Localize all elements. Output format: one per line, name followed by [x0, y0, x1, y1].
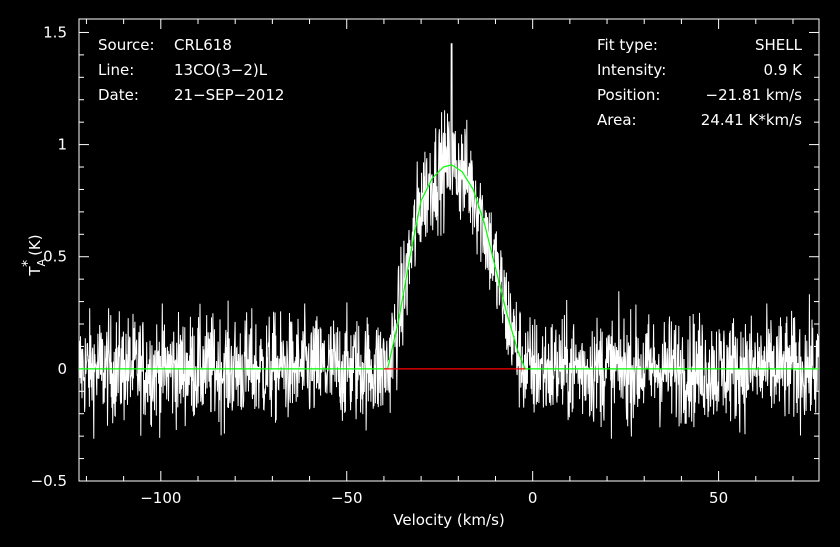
axes	[78, 18, 820, 482]
ticks: −100 −50 0 50 −0.5 0 0.5 1 1.5	[31, 19, 819, 507]
info-right-key: Position:	[597, 86, 660, 104]
info-left-key: Source:	[98, 36, 155, 54]
y-axis-label-sub: A	[35, 258, 48, 266]
info-left-key: Line:	[98, 61, 134, 79]
spectrum-line	[78, 43, 820, 439]
fit-curve	[79, 164, 819, 370]
info-panel: Source: CRL618 Line: 13CO(3−2)L Date: 21−SEP−…	[98, 36, 803, 129]
y-tick-label: 1	[57, 136, 67, 154]
x-tick-label: −50	[331, 489, 363, 507]
y-tick-label: −0.5	[31, 472, 67, 490]
plot-frame	[78, 18, 820, 482]
info-right-value: SHELL	[755, 36, 803, 54]
fit-series	[79, 164, 819, 370]
y-tick-label: 1.5	[43, 23, 67, 41]
y-axis-label: TA* (K)	[20, 234, 48, 276]
y-tick-label: 0.5	[43, 248, 67, 266]
info-left-value: 13CO(3−2)L	[174, 61, 268, 79]
y-axis-label-symbol: T	[26, 266, 44, 277]
info-right-key: Intensity:	[597, 61, 666, 79]
y-axis-label-unit: (K)	[26, 234, 44, 256]
info-right-key: Fit type:	[597, 36, 658, 54]
info-left-value: 21−SEP−2012	[174, 86, 284, 104]
x-axis-label: Velocity (km/s)	[393, 511, 504, 529]
y-axis-label-sup: *	[20, 260, 36, 267]
x-tick-label: 50	[709, 489, 728, 507]
info-right-value: 0.9 K	[764, 61, 804, 79]
spectrum-series	[78, 43, 820, 439]
info-right-value: −21.81 km/s	[706, 86, 803, 104]
info-left-key: Date:	[98, 86, 139, 104]
x-tick-label: 0	[528, 489, 538, 507]
info-left-value: CRL618	[174, 36, 232, 54]
info-right-value: 24.41 K*km/s	[701, 111, 802, 129]
x-tick-label: −100	[140, 489, 181, 507]
y-tick-label: 0	[57, 360, 67, 378]
info-right-key: Area:	[597, 111, 637, 129]
